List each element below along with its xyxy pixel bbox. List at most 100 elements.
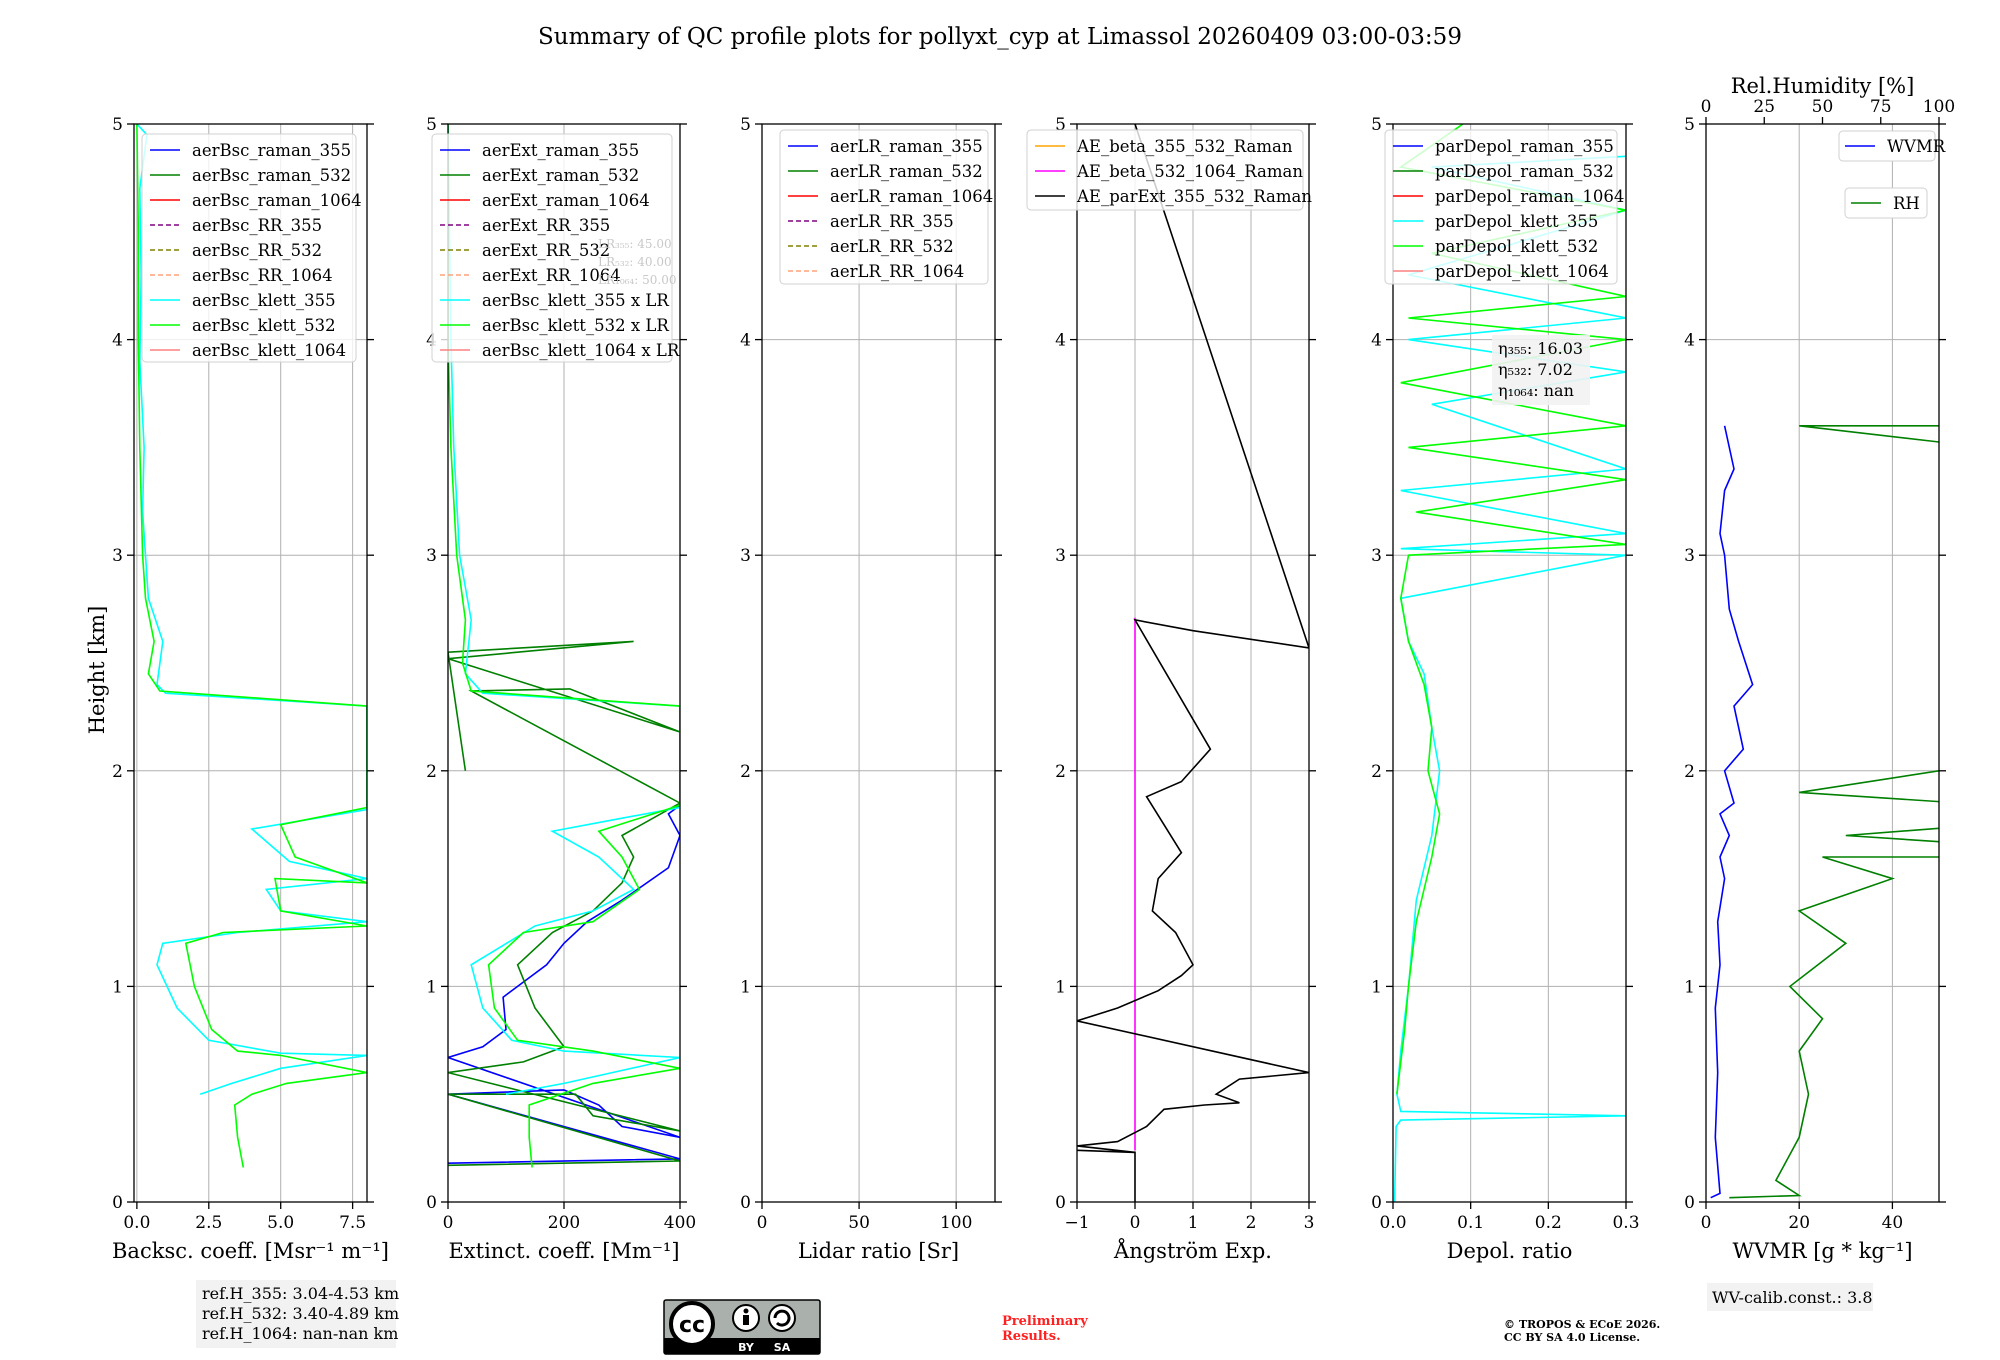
legend-entry: AE_beta_355_532_Raman [1076, 137, 1293, 156]
legend-entry: aerLR_raman_532 [830, 162, 983, 181]
legend-entry: aerExt_RR_1064 [482, 266, 621, 285]
legend-entry: aerBsc_klett_532 [192, 316, 336, 335]
x-axis-label: Ångström Exp. [1113, 1238, 1272, 1263]
x2-tick-label: 100 [1923, 97, 1955, 117]
legend: parDepol_raman_355 parDepol_raman_532 parD… [1384, 129, 1624, 285]
copyright-line-2: CC BY SA 4.0 License. [1504, 1331, 1640, 1344]
legend-frame [1384, 129, 1618, 285]
x-tick-label: 0.0 [123, 1213, 150, 1233]
y-tick-label: 0 [112, 1193, 123, 1213]
x-axis-label: Lidar ratio [Sr] [798, 1239, 959, 1263]
legend-entry: parDepol_klett_1064 [1435, 262, 1609, 281]
legend-entry: aerBsc_klett_355 [192, 291, 336, 310]
y-tick-label: 1 [1055, 977, 1066, 997]
x-tick-label: 200 [548, 1213, 580, 1233]
legend-entry: aerBsc_raman_1064 [192, 191, 362, 210]
legend-entry: aerBsc_klett_532 x LR [482, 316, 669, 335]
x-tick-label: 1 [1188, 1213, 1199, 1233]
x-tick-label: 0 [1130, 1213, 1141, 1233]
y-tick-label: 2 [1371, 762, 1382, 782]
y-tick-label: 3 [112, 546, 123, 566]
y-tick-label: 0 [1055, 1193, 1066, 1213]
y-tick-label: 0 [1684, 1193, 1695, 1213]
x-tick-label: 3 [1304, 1213, 1315, 1233]
x-tick-label: 2.5 [195, 1213, 222, 1233]
x-tick-label: 7.5 [339, 1213, 366, 1233]
series-aerBsc_klett_355 [136, 124, 367, 1095]
legend-entry: aerBsc_RR_355 [192, 216, 322, 235]
series-WVMR [1710, 425, 1754, 1199]
legend-frame [1838, 130, 1936, 162]
legend: aerBsc_raman_355 aerBsc_raman_532 aerBsc_r… [141, 133, 362, 363]
legend-entry: parDepol_raman_1064 [1435, 187, 1624, 206]
y-tick-label: 4 [112, 331, 123, 351]
y-tick-label: 0 [1371, 1193, 1382, 1213]
y-tick-label: 0 [426, 1193, 437, 1213]
ref-heights-box: ref.H_355: 3.04-4.53 km ref.H_532: 3.40-… [196, 1280, 399, 1348]
x-tick-label: 40 [1882, 1213, 1904, 1233]
legend-entry: aerBsc_klett_1064 x LR [482, 341, 680, 360]
series-aerBsc_klett_355 x LR [448, 124, 680, 1095]
x2-axis-label: Rel.Humidity [%] [1731, 74, 1915, 98]
ref-height-1064: ref.H_1064: nan-nan km [202, 1324, 398, 1343]
copyright-line-1: © TROPOS & ECoE 2026. [1504, 1318, 1660, 1331]
legend-entry: aerLR_raman_355 [830, 137, 983, 156]
figure-title: Summary of QC profile plots for pollyxt_… [538, 24, 1462, 50]
y-tick-label: 1 [1684, 977, 1695, 997]
wv-calib-const: WV-calib.const.: 3.8 [1712, 1288, 1873, 1307]
axes-frame [1392, 123, 1627, 1203]
legend: AE_beta_355_532_Raman AE_beta_532_1064_Ra… [1026, 129, 1312, 211]
legend-entry: aerLR_RR_355 [830, 212, 954, 231]
legend-entry: aerLR_RR_1064 [830, 262, 964, 281]
panel-2: 0123450200400Extinct. coeff. [Mm⁻¹]aerEx… [426, 115, 696, 1263]
legend-entry: aerExt_RR_532 [482, 241, 610, 260]
y-tick-label: 3 [1371, 546, 1382, 566]
series-RH [1729, 425, 1939, 1199]
y-tick-label: 1 [112, 977, 123, 997]
x-tick-label: 400 [664, 1213, 696, 1233]
legend-frame [431, 133, 673, 363]
cc-by-sa-badge[interactable]: cc BY SA [663, 1299, 821, 1355]
axes-frame [1705, 123, 1940, 1203]
x-tick-label: 0 [443, 1213, 454, 1233]
sa-arrow [773, 1309, 791, 1327]
legend: aerLR_raman_355 aerLR_raman_532 aerLR_rama… [779, 129, 993, 285]
legend-entry: RH [1893, 194, 1920, 213]
eta-box [1492, 335, 1590, 405]
y-tick-label: 5 [426, 115, 437, 135]
panel-1: 0 1 2 3 4 5 0.0 2.5 5.0 7.5 Backsc. coeff. [Msr⁻¹ … [112, 115, 389, 1263]
preliminary-line-1: Preliminary [1002, 1314, 1088, 1329]
x-tick-label: 2 [1246, 1213, 1257, 1233]
x-tick-label: 0.3 [1612, 1213, 1639, 1233]
lr-note: LR₃₅₅: 45.00 [598, 237, 672, 251]
legend-entry: aerExt_raman_532 [482, 166, 639, 185]
legend-entry: aerExt_raman_355 [482, 141, 639, 160]
eta-value: η₃₅₅: 16.03 [1498, 339, 1583, 358]
x2-tick-label: 75 [1870, 97, 1892, 117]
eta-value: η₁₀₆₄: nan [1498, 381, 1574, 400]
panel-5: 0 1 2 3 4 5 0.0 0.1 0.2 0.3 Depol. ratio parDepol_r… [1371, 115, 1639, 1263]
series-aerExt_raman_532 [448, 640, 680, 1167]
x-tick-label: −1 [1064, 1213, 1089, 1233]
axes-frame [133, 123, 368, 1203]
x-axis-label: WVMR [g * kg⁻¹] [1732, 1239, 1912, 1263]
y-tick-label: 2 [426, 762, 437, 782]
legend-entry: aerLR_RR_532 [830, 237, 954, 256]
x-tick-label: 0 [1701, 1213, 1712, 1233]
x-tick-label: 0.2 [1535, 1213, 1562, 1233]
legend-entry: WVMR [1887, 137, 1946, 156]
legend-entry: parDepol_raman_532 [1435, 162, 1614, 181]
y-tick-label: 2 [1055, 762, 1066, 782]
legend-entry: aerBsc_RR_532 [192, 241, 322, 260]
legend-entry: aerBsc_klett_355 x LR [482, 291, 669, 310]
x-tick-label: 50 [848, 1213, 870, 1233]
legend-frame [141, 133, 357, 363]
y-tick-label: 3 [1684, 546, 1695, 566]
x-axis-label: Extinct. coeff. [Mm⁻¹] [448, 1239, 679, 1263]
legend-entry: AE_parExt_355_532_Raman [1076, 187, 1312, 206]
series-aerExt_raman_355 [448, 804, 680, 1164]
lr-note: LR₁₀₆₄: 50.00 [598, 273, 676, 287]
cc-text: cc [679, 1313, 705, 1338]
